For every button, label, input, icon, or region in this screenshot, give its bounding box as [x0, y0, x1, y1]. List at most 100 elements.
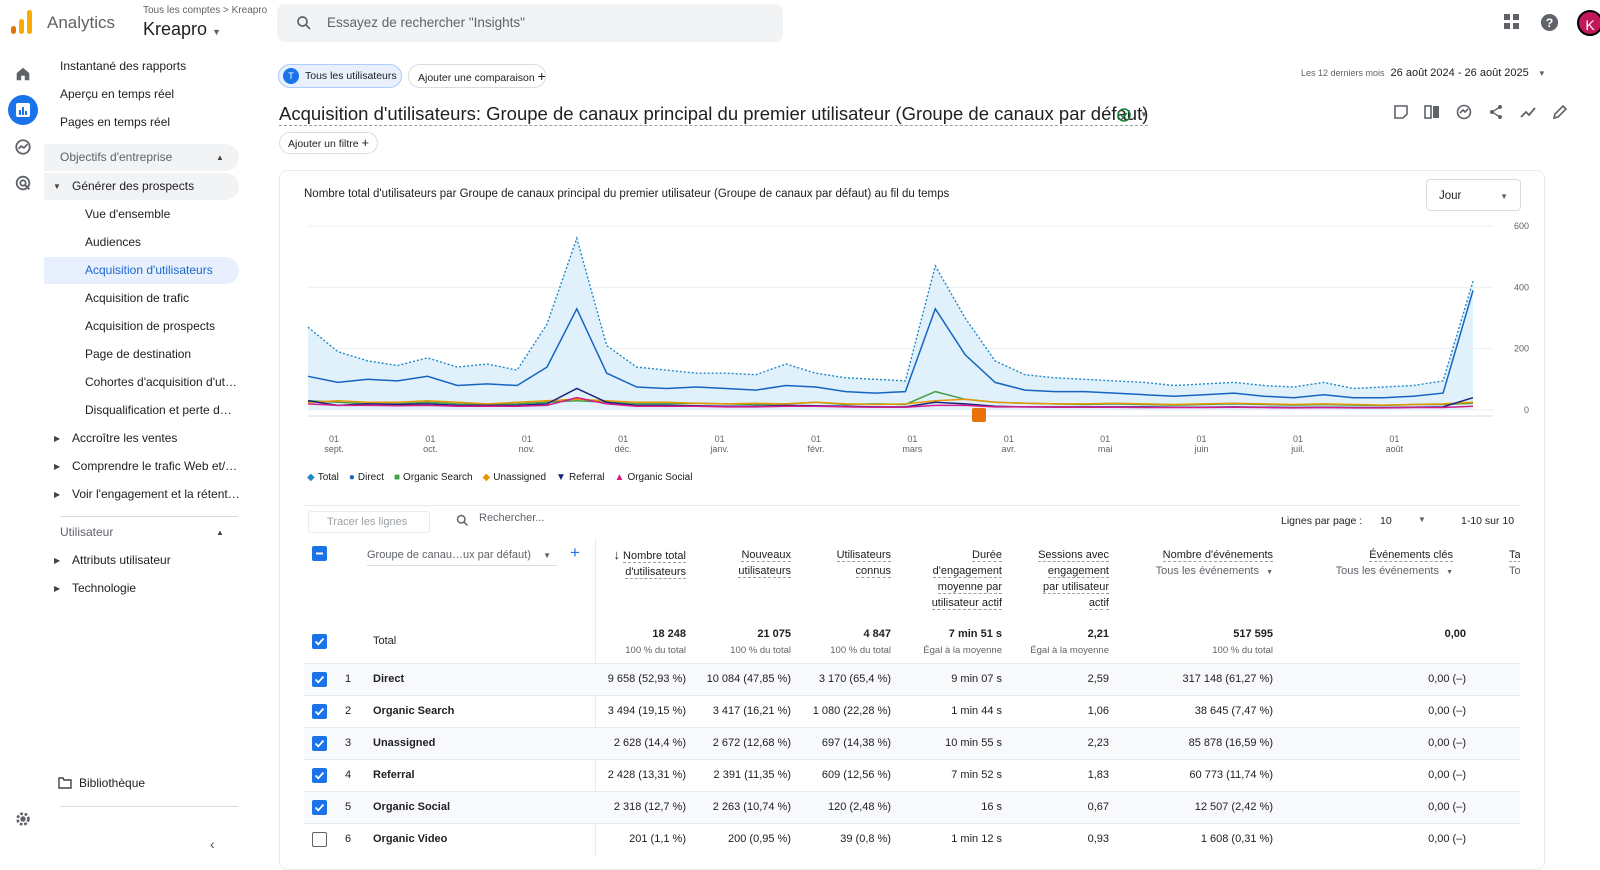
nav-item-disqualification[interactable]: Disqualification et perte d…	[85, 403, 232, 417]
chevron-down-icon: ▼	[212, 27, 221, 37]
share-icon[interactable]	[1488, 104, 1504, 120]
avatar[interactable]: K	[1577, 10, 1600, 36]
rows-per-page-select[interactable]: 10 ▼	[1380, 515, 1430, 527]
new-users-value: 21 075	[757, 628, 791, 640]
nav-item-lead-acquisition[interactable]: Acquisition de prospects	[85, 319, 216, 333]
table-row[interactable]	[304, 759, 1520, 791]
nav-item-realtime-overview[interactable]: Aperçu en temps réel	[60, 87, 175, 101]
nav-item-engagement-retention[interactable]: ▶ Voir l'engagement et la rétent…	[44, 481, 240, 508]
nav-item-traffic-acquisition[interactable]: Acquisition de trafic	[85, 291, 190, 305]
nav-item-technology[interactable]: ▶ Technologie	[44, 575, 240, 602]
row-number: 1	[345, 673, 352, 685]
select-all-checkbox[interactable]	[312, 546, 327, 561]
event-filter-select[interactable]: Tous les événements ▼	[1156, 565, 1273, 577]
col-header-avg-engagement[interactable]: Durée d'engagement moyenne par utilisateur …	[931, 547, 1002, 611]
col-header-key-events[interactable]: Événements clés Tous les événements ▼	[1336, 547, 1453, 581]
table-row[interactable]	[304, 663, 1520, 695]
explore-icon[interactable]	[8, 132, 38, 162]
legend-item[interactable]: ◆ Total	[307, 472, 339, 483]
row-checkbox[interactable]	[312, 736, 327, 751]
trend-sparkle-icon[interactable]	[1520, 104, 1537, 120]
users-over-time-chart[interactable]: 020040060001sept.01oct.01nov.01déc.01jan…	[300, 214, 1530, 466]
row-checkbox[interactable]	[312, 832, 327, 847]
insights-icon[interactable]	[1456, 104, 1472, 120]
date-range-picker[interactable]: Les 12 derniers mois 26 août 2024 - 26 ao…	[1301, 67, 1546, 79]
comparison-chip-all-users[interactable]: T Tous les utilisateurs	[278, 64, 402, 88]
help-icon[interactable]: ?	[1540, 13, 1559, 32]
plus-icon: +	[537, 68, 546, 84]
plot-rows-button[interactable]: Tracer les lignes	[308, 511, 430, 533]
add-dimension-button[interactable]: +	[570, 543, 580, 562]
table-row[interactable]	[304, 695, 1520, 727]
row-number: 2	[345, 705, 352, 717]
col-header-total-users[interactable]: ↓ Nombre total d'utilisateurs	[613, 547, 686, 580]
table-row[interactable]	[304, 727, 1520, 759]
row-checkbox[interactable]	[312, 704, 327, 719]
account-breadcrumb[interactable]: Tous les comptes > Kreapro	[143, 5, 268, 16]
apps-grid-icon[interactable]	[1503, 13, 1521, 31]
home-icon[interactable]	[8, 59, 38, 89]
col-header-label: Sessions avec	[1038, 549, 1109, 562]
check-circle-icon[interactable]	[1117, 108, 1131, 122]
edit-pencil-icon[interactable]	[1552, 104, 1568, 120]
nav-item-realtime-pages[interactable]: Pages en temps réel	[60, 115, 171, 129]
x-tick-month: févr.	[807, 444, 824, 454]
legend-item[interactable]: ▼ Referral	[556, 472, 604, 483]
caret-right-icon: ▶	[54, 584, 61, 593]
legend-item[interactable]: ▲ Organic Social	[615, 472, 693, 483]
settings-gear-icon[interactable]	[8, 804, 38, 834]
legend-item[interactable]: ● Direct	[349, 472, 384, 483]
series-line-unassigned	[307, 398, 1474, 406]
annotation-icon[interactable]	[1393, 104, 1409, 120]
nav-library[interactable]: Bibliothèque	[44, 770, 240, 797]
col-header-engaged-sessions[interactable]: Sessions avec engagement par utilisateur ac…	[1038, 547, 1109, 611]
search-input[interactable]: Essayez de rechercher "Insights"	[327, 15, 525, 30]
search-bar[interactable]: Essayez de rechercher "Insights"	[277, 4, 783, 42]
table-row[interactable]	[304, 823, 1520, 855]
nav-item-increase-sales[interactable]: ▶ Accroître les ventes	[44, 425, 240, 452]
x-tick-day: 01	[1100, 434, 1110, 444]
col-header-event-count[interactable]: Nombre d'événements Tous les événements ▼	[1156, 547, 1273, 581]
total-users-share: 100 % du total	[625, 645, 686, 656]
nav-item-user-attributes[interactable]: ▶ Attributs utilisateur	[44, 547, 240, 574]
legend-item[interactable]: ■ Organic Search	[394, 472, 473, 483]
nav-section-business-objectives[interactable]: Objectifs d'entreprise ▲	[44, 144, 239, 171]
legend-item[interactable]: ◆ Unassigned	[483, 472, 547, 483]
row-avg-engagement: 1 min 44 s	[951, 705, 1002, 717]
col-header-truncated[interactable]: Ta To	[1509, 547, 1520, 579]
analytics-logo-icon[interactable]	[11, 10, 33, 34]
nav-item-generate-leads[interactable]: ▼ Générer des prospects	[44, 173, 239, 200]
known-users-value: 4 847	[863, 628, 891, 640]
granularity-dropdown[interactable]: Jour ▼	[1426, 179, 1521, 211]
compare-icon[interactable]	[1424, 104, 1440, 120]
table-search-input[interactable]: Rechercher...	[479, 512, 545, 524]
nav-item-user-acquisition[interactable]: Acquisition d'utilisateurs	[44, 257, 239, 284]
account-selector[interactable]: Kreapro ▼	[143, 19, 221, 40]
col-header-known-users[interactable]: Utilisateurs connus	[836, 547, 891, 579]
reports-icon[interactable]	[8, 95, 38, 125]
add-filter-button[interactable]: Ajouter un filtre +	[279, 132, 379, 154]
chevron-down-icon[interactable]: ▼	[1140, 110, 1148, 119]
advertising-icon[interactable]	[8, 168, 38, 198]
row-checkbox[interactable]	[312, 800, 327, 815]
total-row-checkbox[interactable]	[312, 634, 327, 649]
col-header-new-users[interactable]: Nouveaux utilisateurs	[738, 547, 791, 579]
row-engaged-sessions: 1,06	[1087, 705, 1109, 717]
nav-item-acquisition-cohorts[interactable]: Cohortes d'acquisition d'ut…	[85, 375, 237, 389]
add-comparison-button[interactable]: Ajouter une comparaison +	[408, 64, 546, 88]
nav-item-audiences[interactable]: Audiences	[85, 235, 142, 249]
table-row[interactable]	[304, 791, 1520, 823]
dimension-selector[interactable]: Groupe de canau…ux par défaut) ▼	[367, 544, 557, 566]
nav-section-user[interactable]: Utilisateur ▲	[44, 519, 240, 546]
page-title[interactable]: Acquisition d'utilisateurs: Groupe de ca…	[279, 103, 1149, 126]
nav-item-snapshot[interactable]: Instantané des rapports	[60, 59, 187, 73]
nav-item-landing-page[interactable]: Page de destination	[85, 347, 192, 361]
collapse-nav-icon[interactable]: ‹	[210, 836, 215, 852]
row-checkbox[interactable]	[312, 768, 327, 783]
engaged-sessions-note: Égal à la moyenne	[1030, 645, 1109, 656]
nav-item-overview[interactable]: Vue d'ensemble	[85, 207, 171, 221]
nav-item-understand-traffic[interactable]: ▶ Comprendre le trafic Web et/…	[44, 453, 240, 480]
page-title-text: Acquisition d'utilisateurs: Groupe de ca…	[279, 103, 1149, 124]
event-filter-select[interactable]: Tous les événements ▼	[1336, 565, 1453, 577]
row-checkbox[interactable]	[312, 672, 327, 687]
